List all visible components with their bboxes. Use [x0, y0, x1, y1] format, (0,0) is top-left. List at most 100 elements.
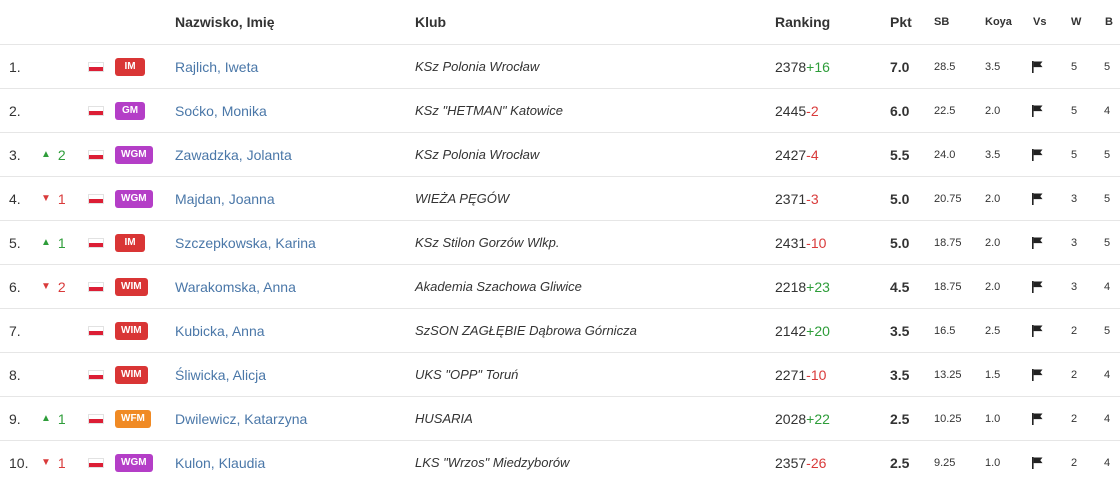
rating-change: -10 — [806, 366, 827, 383]
player-points: 4.5 — [890, 278, 910, 295]
player-name-link[interactable]: Warakomska, Anna — [175, 278, 296, 295]
player-points: 7.0 — [890, 58, 910, 75]
player-koya: 2.0 — [985, 280, 1001, 293]
player-name-link[interactable]: Kubicka, Anna — [175, 322, 265, 339]
flag-icon[interactable] — [1032, 236, 1043, 249]
player-w: 2 — [1071, 412, 1078, 425]
position: 8. — [9, 366, 21, 383]
country-flag — [88, 133, 104, 176]
player-sb: 13.25 — [934, 368, 962, 381]
player-ranking: 2427 -4 — [775, 133, 819, 176]
player-club: UKS "OPP" Toruń — [415, 367, 519, 382]
player-name-link[interactable]: Soćko, Monika — [175, 102, 267, 119]
player-koya: 3.5 — [985, 148, 1001, 161]
flag-icon[interactable] — [1032, 412, 1043, 425]
player-points: 6.0 — [890, 102, 910, 119]
player-ranking: 2218 +23 — [775, 265, 830, 308]
player-points: 2.5 — [890, 454, 910, 471]
player-sb: 9.25 — [934, 456, 956, 469]
header-vs[interactable]: Vs — [1033, 16, 1047, 28]
player-points: 3.5 — [890, 366, 910, 383]
rank-change — [41, 353, 48, 396]
header-w[interactable]: W — [1071, 16, 1082, 28]
player-name-link[interactable]: Szczepkowska, Karina — [175, 234, 316, 251]
header-points[interactable]: Pkt — [890, 14, 912, 30]
flag-icon[interactable] — [1032, 368, 1043, 381]
player-b: 5 — [1104, 324, 1111, 337]
flag-icon[interactable] — [1032, 104, 1043, 117]
rating-value: 2371 — [775, 190, 807, 207]
title-badge: WGM — [115, 145, 153, 164]
header-b[interactable]: B — [1105, 16, 1113, 28]
header-name[interactable]: Nazwisko, Imię — [175, 14, 275, 30]
header-ranking[interactable]: Ranking — [775, 14, 831, 30]
player-sb: 18.75 — [934, 280, 962, 293]
title-badge: WFM — [115, 409, 151, 428]
player-points: 5.0 — [890, 234, 910, 251]
player-ranking: 2142 +20 — [775, 309, 830, 352]
rank-change-arrow-icon: ▼ — [41, 193, 51, 204]
title-badge: IM — [115, 57, 145, 76]
player-ranking: 2378 +16 — [775, 45, 830, 88]
table-row: 4. ▼ 1 WGM Majdan, Joanna WIEŻA PĘGÓW 237… — [0, 177, 1120, 221]
header-sb[interactable]: SB — [934, 16, 950, 28]
poland-flag-icon — [88, 193, 104, 204]
flag-icon[interactable] — [1032, 192, 1043, 205]
player-sb: 18.75 — [934, 236, 962, 249]
flag-icon[interactable] — [1032, 280, 1043, 293]
rank-change-value: 1 — [57, 234, 66, 251]
rating-value: 2427 — [775, 146, 807, 163]
player-ranking: 2028 +22 — [775, 397, 830, 440]
country-flag — [88, 353, 104, 396]
player-name-link[interactable]: Śliwicka, Alicja — [175, 366, 267, 383]
table-row: 1. IM Rajlich, Iweta KSz Polonia Wrocław… — [0, 45, 1120, 89]
player-koya: 3.5 — [985, 60, 1001, 73]
player-w: 5 — [1071, 148, 1078, 161]
rank-change-arrow-icon: ▼ — [41, 457, 51, 468]
player-w: 2 — [1071, 456, 1078, 469]
rating-change: +16 — [806, 58, 830, 75]
poland-flag-icon — [88, 281, 104, 292]
rank-change: ▲ 2 — [41, 133, 66, 176]
player-name-link[interactable]: Majdan, Joanna — [175, 190, 275, 207]
player-koya: 1.0 — [985, 412, 1001, 425]
player-club: SzSON ZAGŁĘBIE Dąbrowa Górnicza — [415, 323, 637, 338]
rating-value: 2357 — [775, 454, 807, 471]
player-koya: 2.5 — [985, 324, 1001, 337]
table-row: 3. ▲ 2 WGM Zawadzka, Jolanta KSz Polonia … — [0, 133, 1120, 177]
rank-change-arrow-icon: ▼ — [41, 281, 51, 292]
rank-change-value: 2 — [57, 146, 66, 163]
player-koya: 2.0 — [985, 236, 1001, 249]
table-row: 5. ▲ 1 IM Szczepkowska, Karina KSz Stilon… — [0, 221, 1120, 265]
player-club: Akademia Szachowa Gliwice — [415, 279, 582, 294]
flag-icon[interactable] — [1032, 324, 1043, 337]
player-b: 5 — [1104, 192, 1111, 205]
player-ranking: 2445 -2 — [775, 89, 819, 132]
player-name-link[interactable]: Zawadzka, Jolanta — [175, 146, 292, 163]
position: 1. — [9, 58, 21, 75]
header-club[interactable]: Klub — [415, 14, 447, 30]
player-name-link[interactable]: Dwilewicz, Katarzyna — [175, 410, 308, 427]
rank-change: ▲ 1 — [41, 221, 66, 264]
rank-change-value: 1 — [57, 190, 66, 207]
flag-icon[interactable] — [1032, 456, 1043, 469]
rank-change: ▲ 1 — [41, 397, 66, 440]
player-koya: 2.0 — [985, 192, 1001, 205]
rating-value: 2271 — [775, 366, 807, 383]
player-name-link[interactable]: Kulon, Klaudia — [175, 454, 266, 471]
header-koya[interactable]: Koya — [985, 16, 1012, 28]
title-badge: WIM — [115, 321, 148, 340]
player-points: 5.5 — [890, 146, 910, 163]
flag-icon[interactable] — [1032, 60, 1043, 73]
player-club: KSz Polonia Wrocław — [415, 59, 540, 74]
player-w: 3 — [1071, 280, 1078, 293]
country-flag — [88, 177, 104, 220]
table-row: 10. ▼ 1 WGM Kulon, Klaudia LKS "Wrzos" Mi… — [0, 441, 1120, 483]
player-club: KSz Polonia Wrocław — [415, 147, 540, 162]
poland-flag-icon — [88, 105, 104, 116]
player-name-link[interactable]: Rajlich, Iweta — [175, 58, 259, 75]
flag-icon[interactable] — [1032, 148, 1043, 161]
rating-change: -26 — [806, 454, 827, 471]
player-koya: 1.0 — [985, 456, 1001, 469]
